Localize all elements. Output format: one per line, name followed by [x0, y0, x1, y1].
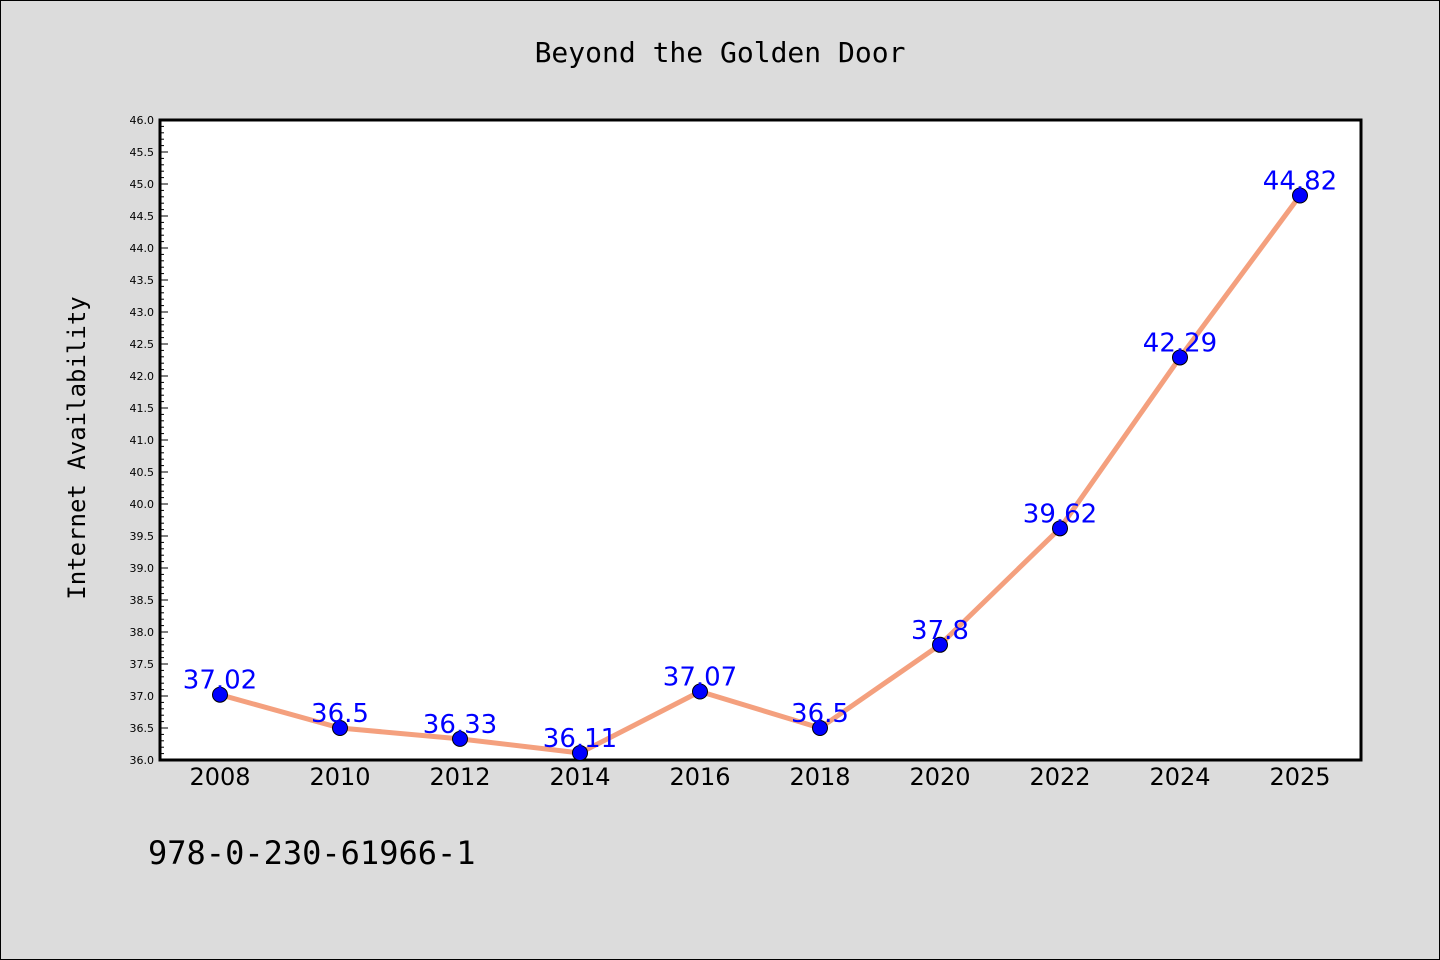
y-tick-label: 38.5 [130, 594, 155, 607]
x-tick-label: 2008 [189, 763, 250, 791]
y-tick-label: 39.5 [130, 530, 155, 543]
data-point [212, 686, 228, 703]
y-tick-label: 45.0 [130, 178, 155, 191]
data-label: 36.11 [543, 724, 617, 754]
y-axis: 36.0 36.5 37.0 37.5 38.0 38.5 39.0 39.5 40.0 40.5… [130, 114, 168, 767]
data-label: 37.02 [183, 666, 257, 696]
data-label: 36.5 [791, 699, 849, 729]
data-label: 42.29 [1143, 328, 1217, 358]
y-tick-label: 37.5 [130, 658, 155, 671]
y-tick-label: 45.5 [130, 146, 155, 159]
y-tick-label: 42.5 [130, 338, 155, 351]
data-point [1172, 349, 1188, 366]
data-label: 37.8 [911, 616, 969, 646]
y-tick-label: 40.5 [130, 466, 155, 479]
x-tick-label: 2010 [309, 763, 370, 791]
y-tick-label: 43.0 [130, 306, 155, 319]
y-tick-label: 39.0 [130, 562, 155, 575]
data-label: 37.07 [663, 663, 737, 693]
chart-title: Beyond the Golden Door [535, 36, 906, 69]
y-tick-label: 41.5 [130, 402, 155, 415]
data-label: 39.62 [1023, 499, 1097, 529]
x-tick-label: 2016 [669, 763, 730, 791]
data-point [932, 636, 948, 653]
isbn-text: 978-0-230-61966-1 [148, 834, 476, 872]
x-tick-label: 2014 [549, 763, 610, 791]
data-point [1292, 187, 1308, 204]
y-tick-label: 44.0 [130, 242, 155, 255]
data-point [332, 720, 348, 736]
y-tick-label: 44.5 [130, 210, 155, 223]
data-point [812, 720, 828, 736]
x-tick-label: 2012 [429, 763, 490, 791]
y-tick-label: 43.5 [130, 274, 155, 287]
y-tick-label: 36.5 [130, 722, 155, 735]
x-tick-label: 2018 [789, 763, 850, 791]
series-line [217, 193, 1303, 756]
x-tick-label: 2024 [1149, 763, 1210, 791]
x-tick-label: 2020 [909, 763, 970, 791]
y-tick-label: 38.0 [130, 626, 155, 639]
y-tick-label: 36.0 [130, 754, 155, 767]
y-axis-label: Internet Availability [63, 296, 91, 599]
data-label: 36.5 [311, 699, 369, 729]
y-tick-label: 37.0 [130, 690, 155, 703]
x-axis: 2008 2010 2012 2014 2016 2018 2020 2022 2024 2025 [189, 763, 1330, 791]
y-tick-label: 46.0 [130, 114, 155, 127]
y-tick-label: 41.0 [130, 434, 155, 447]
y-tick-label: 42.0 [130, 370, 155, 383]
y-tick-label: 40.0 [130, 498, 155, 511]
x-tick-label: 2022 [1029, 763, 1090, 791]
series: 37.02 36.5 36.33 36.11 37.07 36.5 37.8 39.62 42.… [183, 167, 1337, 761]
data-point [572, 744, 588, 761]
x-tick-label: 2025 [1269, 763, 1330, 791]
data-point [452, 730, 468, 747]
data-label: 36.33 [423, 710, 497, 740]
data-point [692, 683, 708, 700]
data-label: 44.82 [1263, 167, 1337, 197]
data-point [1052, 520, 1068, 537]
plot-area [158, 118, 1363, 762]
